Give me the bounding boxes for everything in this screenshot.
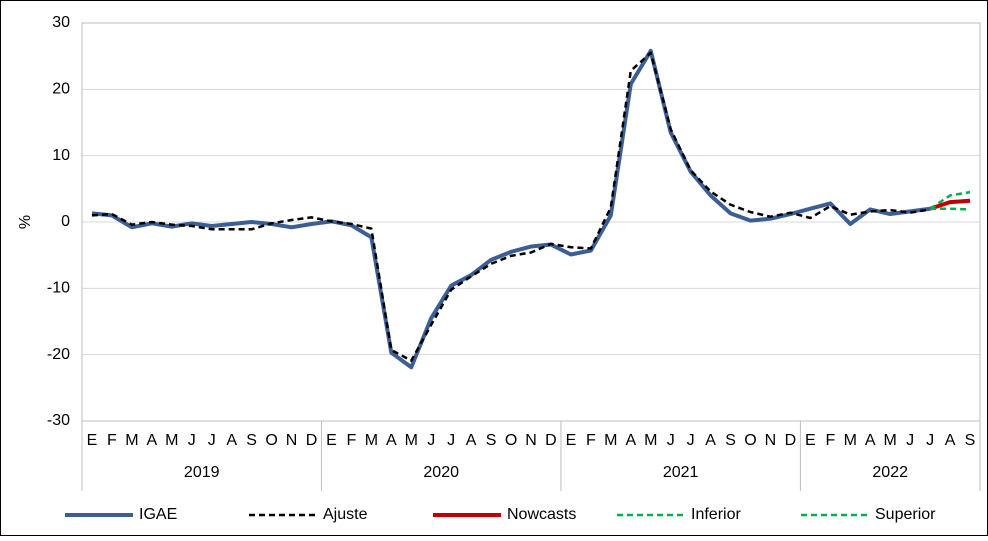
x-tick-label: D [545, 432, 557, 449]
x-tick-label: E [566, 432, 577, 449]
series-line [930, 207, 971, 211]
x-tick-label: A [466, 432, 477, 449]
x-tick-label: J [188, 432, 196, 449]
x-tick-label: M [365, 432, 378, 449]
x-tick-label: A [226, 432, 237, 449]
x-tick-label: M [604, 432, 617, 449]
x-tick-label: A [147, 432, 158, 449]
x-tick-label: O [265, 432, 277, 449]
x-tick-label: A [865, 432, 876, 449]
x-tick-label: M [165, 432, 178, 449]
y-tick-label: 0 [61, 213, 70, 230]
x-tick-label: A [945, 432, 956, 449]
x-tick-label: O [505, 432, 517, 449]
x-tick-label: M [884, 432, 897, 449]
legend-label: Nowcasts [507, 506, 576, 523]
series-line [91, 51, 931, 362]
legend-label: IGAE [139, 506, 177, 523]
x-group-label: 2019 [184, 464, 220, 481]
x-tick-label: E [326, 432, 337, 449]
y-tick-label: 10 [52, 147, 70, 164]
x-tick-label: S [246, 432, 257, 449]
x-tick-label: F [107, 432, 117, 449]
x-tick-label: M [125, 432, 138, 449]
x-tick-label: J [667, 432, 675, 449]
x-tick-label: A [625, 432, 636, 449]
x-group-label: 2022 [872, 464, 908, 481]
x-tick-label: E [805, 432, 816, 449]
x-tick-label: J [447, 432, 455, 449]
y-tick-label: -20 [47, 346, 70, 363]
x-tick-label: J [208, 432, 216, 449]
x-tick-label: S [486, 432, 497, 449]
x-tick-label: N [525, 432, 537, 449]
y-tick-label: -30 [47, 412, 70, 429]
series-line [91, 48, 931, 370]
x-tick-label: F [825, 432, 835, 449]
y-tick-label: 30 [52, 14, 70, 31]
x-tick-label: A [386, 432, 397, 449]
x-tick-label: M [844, 432, 857, 449]
legend-label: Inferior [691, 506, 741, 523]
x-tick-label: N [765, 432, 777, 449]
series-line [929, 190, 971, 210]
x-tick-label: J [687, 432, 695, 449]
series-line [929, 198, 971, 211]
legend-label: Superior [875, 506, 936, 523]
x-tick-label: S [725, 432, 736, 449]
x-tick-label: O [744, 432, 756, 449]
x-tick-label: F [347, 432, 357, 449]
x-tick-label: J [906, 432, 914, 449]
x-tick-label: J [926, 432, 934, 449]
x-tick-label: N [286, 432, 298, 449]
x-group-label: 2020 [423, 464, 459, 481]
x-group-label: 2021 [663, 464, 699, 481]
x-tick-label: A [705, 432, 716, 449]
x-tick-label: M [405, 432, 418, 449]
x-tick-label: S [965, 432, 976, 449]
y-axis-label: % [17, 215, 34, 229]
y-tick-label: 20 [52, 81, 70, 98]
x-tick-label: D [785, 432, 797, 449]
plot-area [81, 22, 981, 422]
x-tick-label: M [644, 432, 657, 449]
x-tick-label: F [586, 432, 596, 449]
x-tick-label: J [427, 432, 435, 449]
y-tick-label: -10 [47, 280, 70, 297]
legend-label: Ajuste [323, 506, 368, 523]
x-tick-label: D [306, 432, 318, 449]
x-tick-label: E [87, 432, 98, 449]
